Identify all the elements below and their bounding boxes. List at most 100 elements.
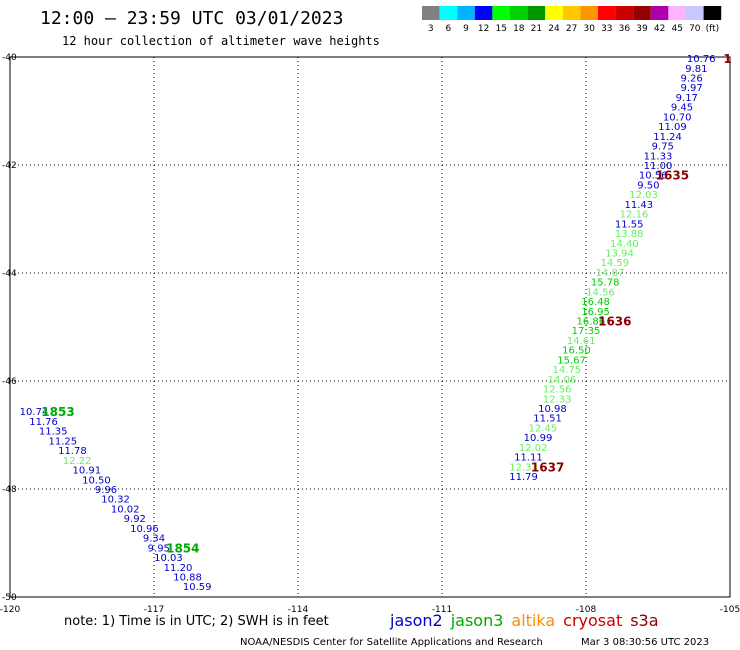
swh-value: 9.96 bbox=[95, 485, 117, 496]
y-tick-label: -40 bbox=[2, 53, 17, 63]
swh-value: 10.50 bbox=[82, 475, 111, 486]
colorbar-swatch bbox=[686, 6, 704, 20]
swh-value: 12.56 bbox=[543, 385, 572, 396]
data-labels: 10.769.819.269.979.179.4510.7011.0911.24… bbox=[20, 54, 716, 593]
colorbar-swatch bbox=[545, 6, 563, 20]
colorbar-label: 18 bbox=[513, 24, 525, 34]
pass-time-label: 1853 bbox=[41, 405, 74, 419]
swh-value: 14.06 bbox=[548, 375, 577, 386]
swh-value: 10.56 bbox=[639, 171, 668, 182]
swh-value: 10.99 bbox=[524, 433, 553, 444]
colorbar-swatch bbox=[457, 6, 475, 20]
swh-value: 12.16 bbox=[620, 210, 649, 221]
swh-value: 10.70 bbox=[663, 112, 692, 123]
swh-value: 9.75 bbox=[652, 142, 674, 153]
swh-value: 12.33 bbox=[543, 394, 572, 405]
colorbar-swatch bbox=[492, 6, 510, 20]
swh-value: 11.33 bbox=[644, 151, 673, 162]
swh-value: 9.92 bbox=[124, 514, 146, 525]
plot-area: 10.769.819.269.979.179.4510.7011.0911.24… bbox=[9, 52, 732, 598]
x-tick-label: -108 bbox=[576, 605, 597, 615]
grid-lines bbox=[10, 57, 730, 597]
colorbar-swatch bbox=[510, 6, 528, 20]
swh-value: 16.95 bbox=[581, 307, 610, 318]
x-tick-label: -114 bbox=[288, 605, 309, 615]
swh-value: 12.33 bbox=[509, 462, 538, 473]
swh-value: 9.50 bbox=[637, 180, 659, 191]
colorbar-label: 36 bbox=[619, 24, 631, 34]
colorbar-label: 42 bbox=[654, 24, 665, 34]
swh-value: 16.48 bbox=[581, 297, 610, 308]
swh-value: 9.45 bbox=[671, 103, 693, 114]
y-tick-label: -42 bbox=[2, 161, 17, 171]
swh-value: 9.17 bbox=[676, 93, 698, 104]
swh-value: 11.11 bbox=[514, 453, 543, 464]
legend-s3a: s3a bbox=[630, 611, 658, 630]
colorbar-label: 33 bbox=[601, 24, 612, 34]
pass-time-label: 1636 bbox=[598, 315, 631, 329]
colorbar-label: 39 bbox=[636, 24, 648, 34]
colorbar-label: (ft) bbox=[706, 24, 720, 34]
swh-value: 9.95 bbox=[148, 543, 170, 554]
y-tick-label: -48 bbox=[2, 485, 17, 495]
swh-value: 14.61 bbox=[567, 336, 596, 347]
y-tick-label: -50 bbox=[2, 593, 17, 603]
swh-value: 17.35 bbox=[572, 326, 601, 337]
footer-source: NOAA/NESDIS Center for Satellite Applica… bbox=[240, 637, 543, 648]
swh-value: 11.55 bbox=[615, 219, 644, 230]
swh-value: 9.97 bbox=[680, 83, 702, 94]
swh-value: 16.86 bbox=[576, 317, 605, 328]
swh-value: 11.24 bbox=[653, 132, 682, 143]
swh-value: 11.09 bbox=[658, 122, 687, 133]
colorbar-label: 27 bbox=[566, 24, 577, 34]
colorbar-swatch bbox=[650, 6, 669, 20]
y-tick-label: -44 bbox=[2, 269, 17, 279]
swh-value: 13.94 bbox=[605, 248, 634, 259]
colorbar-swatch bbox=[562, 6, 581, 20]
swh-value: 14.59 bbox=[600, 258, 629, 269]
colorbar-swatch bbox=[439, 6, 458, 20]
pass-time-label: 1637 bbox=[531, 460, 564, 474]
colorbar-swatch bbox=[615, 6, 634, 20]
axis-ticks: -120 -117 -114 -111 -108 -105 -40 -42 -44 -46 -48 -… bbox=[0, 53, 740, 615]
swh-value: 11.79 bbox=[509, 472, 538, 483]
swh-value: 13.88 bbox=[615, 229, 644, 240]
colorbar-swatch bbox=[633, 6, 651, 20]
note-text: note: 1) Time is in UTC; 2) SWH is in fe… bbox=[64, 614, 329, 629]
colorbar-label: 70 bbox=[689, 24, 701, 34]
swh-value: 9.26 bbox=[680, 74, 702, 85]
plot-frame bbox=[9, 56, 731, 598]
colorbar: 3 6 9 12 15 18 21 24 27 30 33 36 39 42 45 70 (ft) bbox=[422, 6, 722, 34]
legend-jason3: jason3 bbox=[450, 611, 504, 630]
colorbar-label: 3 bbox=[428, 24, 434, 34]
swh-value: 16.50 bbox=[562, 346, 591, 357]
colorbar-label: 15 bbox=[495, 24, 506, 34]
swh-value: 10.32 bbox=[101, 495, 130, 506]
swh-value: 12.45 bbox=[528, 423, 557, 434]
legend-cryosat: cryosat bbox=[563, 611, 622, 630]
pass-time-label: 1 bbox=[723, 52, 731, 66]
swh-value: 10.76 bbox=[687, 54, 716, 65]
swh-value: 10.74 bbox=[20, 407, 49, 418]
colorbar-swatch bbox=[527, 6, 546, 20]
colorbar-swatch bbox=[668, 6, 686, 20]
colorbar-swatch bbox=[474, 6, 493, 20]
swh-value: 11.20 bbox=[164, 563, 193, 574]
pass-time-label: 1854 bbox=[166, 541, 199, 555]
x-tick-label: -120 bbox=[0, 605, 20, 615]
colorbar-label: 12 bbox=[478, 24, 489, 34]
x-tick-label: -117 bbox=[144, 605, 164, 615]
time-labels: 1635 1636 1637 1 1853 1854 bbox=[41, 52, 731, 555]
swh-value: 11.25 bbox=[48, 436, 77, 447]
swh-value: 10.96 bbox=[130, 524, 159, 535]
swh-value: 11.51 bbox=[533, 414, 562, 425]
footer-timestamp: Mar 3 08:30:56 UTC 2023 bbox=[581, 637, 709, 648]
colorbar-swatch bbox=[580, 6, 598, 20]
x-tick-label: -111 bbox=[432, 605, 452, 615]
chart-title: 12:00 – 23:59 UTC 03/01/2023 bbox=[40, 8, 343, 29]
swh-value: 11.76 bbox=[29, 417, 58, 428]
swh-value: 14.40 bbox=[610, 239, 639, 250]
swh-value: 12.03 bbox=[629, 190, 658, 201]
swh-value: 15.67 bbox=[557, 355, 586, 366]
swh-value: 10.03 bbox=[154, 553, 183, 564]
